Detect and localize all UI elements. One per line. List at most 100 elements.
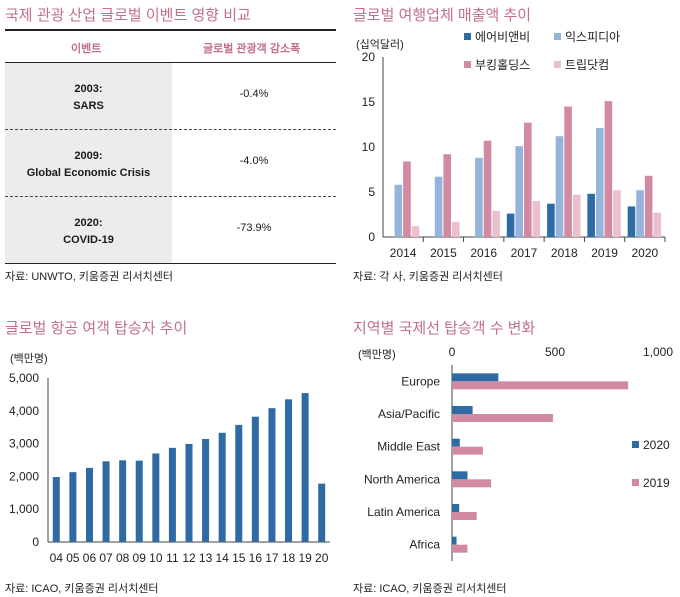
legend-swatch	[632, 441, 639, 448]
x-tick-label: 2017	[511, 246, 538, 260]
x-tick-label: 2015	[430, 246, 457, 260]
bar	[285, 399, 293, 542]
bar	[403, 161, 411, 237]
regional-chart: 0 500 1,000 Europe Asia/Pacific Middle East No…	[364, 345, 673, 561]
passengers-chart-source: 자료: ICAO, 키움증권 리서치센터	[5, 583, 159, 595]
passengers-chart-title: 글로벌 항공 여객 탑승자 추이	[5, 320, 188, 337]
bar	[604, 101, 613, 237]
legend-label: 트립닷컴	[565, 58, 609, 72]
x-tick-label: 18	[282, 551, 296, 565]
bar	[85, 467, 93, 542]
legend-label: 부킹홀딩스	[475, 58, 530, 72]
col-change-header: 글로벌 관광객 감소폭	[203, 43, 301, 55]
y-tick-label: 15	[362, 95, 376, 109]
x-tick-label: 17	[265, 551, 279, 565]
revenue-chart-source: 자료: 각 사, 키움증권 리서치센터	[353, 271, 503, 283]
event-column-background	[5, 63, 172, 263]
legend-label: 2019	[643, 476, 670, 490]
legend-label: 2020	[643, 438, 670, 452]
x-tick-label: 14	[215, 551, 229, 565]
bar	[301, 393, 309, 542]
bar	[613, 190, 621, 237]
bar	[452, 504, 460, 512]
table-row: 2020: COVID-19 -73.9%	[5, 197, 336, 263]
y-tick-label: Asia/Pacific	[378, 407, 440, 421]
regional-chart-title: 지역별 국제선 탑승객 수 변화	[353, 320, 536, 337]
x-tick-label: 10	[149, 551, 163, 565]
bar	[483, 140, 492, 237]
x-tick-label: 2014	[390, 246, 417, 260]
legend-label: 에어비앤비	[475, 30, 530, 44]
legend-label: 익스피디아	[565, 30, 620, 44]
y-tick-label: 4,000	[9, 404, 39, 418]
x-tick-label: 07	[99, 551, 113, 565]
bar	[644, 175, 653, 237]
bar	[235, 424, 243, 542]
bar	[152, 453, 160, 542]
table-row: 2009: Global Economic Crisis -4.0%	[5, 130, 336, 197]
event-change-value: -4.0%	[239, 155, 269, 167]
x-tick-label: 500	[545, 345, 565, 359]
bar	[318, 483, 326, 542]
x-tick-label: 09	[133, 551, 147, 565]
passengers-chart: 0 1,000 2,000 3,000 4,000 5,000 04 05 06 07 08 09 10…	[9, 371, 330, 565]
y-tick-label: Middle East	[377, 440, 440, 454]
x-tick-label: 2020	[632, 246, 659, 260]
bar	[547, 203, 555, 237]
y-tick-label: Africa	[409, 538, 440, 552]
legend-swatch	[464, 61, 471, 68]
x-tick-label: 19	[298, 551, 312, 565]
bar	[452, 221, 460, 237]
bar	[532, 201, 541, 237]
bar	[452, 446, 483, 455]
bar	[168, 447, 176, 542]
bar	[636, 190, 644, 237]
bar	[475, 157, 483, 237]
event-change-value: -73.9%	[236, 222, 272, 234]
bar	[443, 154, 452, 237]
bar	[524, 122, 532, 237]
y-tick-label: 20	[362, 50, 376, 64]
y-tick-label: Latin America	[367, 505, 440, 519]
y-tick-label: 5	[368, 185, 375, 199]
revenue-chart-unit: (십억달러)	[356, 39, 404, 51]
bar	[69, 472, 77, 542]
bar	[411, 226, 420, 237]
impact-table-title: 국제 관광 산업 글로벌 이벤트 영향 비교	[5, 7, 251, 24]
x-tick-label: 13	[199, 551, 213, 565]
passengers-chart-unit: (백만명)	[10, 353, 48, 365]
bar	[452, 414, 553, 422]
bar	[251, 416, 259, 542]
impact-table: 이벤트 글로벌 관광객 감소폭 2003: SARS -0.4% 2009: Glo…	[5, 29, 336, 264]
x-tick-label: 05	[66, 551, 80, 565]
bar	[102, 461, 110, 542]
x-tick-label: 06	[83, 551, 97, 565]
event-name: 2003: SARS	[73, 83, 104, 112]
bar	[572, 194, 581, 237]
legend-swatch	[632, 479, 639, 486]
bar	[515, 146, 523, 237]
bar	[452, 406, 473, 414]
bar	[452, 512, 477, 520]
bar	[202, 439, 210, 542]
table-row: 2003: SARS -0.4%	[5, 63, 336, 130]
legend-swatch	[554, 61, 561, 68]
bar	[135, 460, 143, 542]
x-tick-label: 04	[50, 551, 64, 565]
bar	[394, 184, 403, 237]
bar	[452, 479, 492, 488]
impact-table-header: 이벤트 글로벌 관광객 감소폭	[5, 31, 336, 63]
bar	[119, 460, 127, 542]
x-tick-label: 20	[315, 551, 329, 565]
y-tick-label: Europe	[401, 374, 440, 388]
bar	[587, 193, 595, 237]
y-tick-label: 2,000	[9, 469, 39, 483]
x-tick-label: 2016	[470, 246, 497, 260]
bar	[452, 438, 460, 447]
y-tick-label: 10	[362, 140, 376, 154]
bar	[506, 213, 515, 237]
bar	[185, 443, 193, 542]
bar	[492, 210, 500, 237]
x-tick-label: 2019	[591, 246, 618, 260]
x-tick-label: 12	[182, 551, 196, 565]
